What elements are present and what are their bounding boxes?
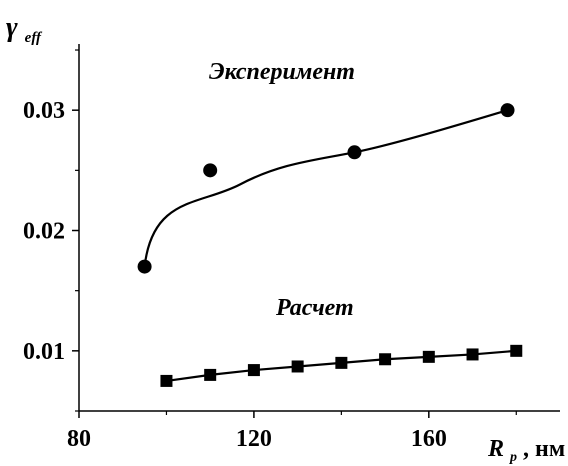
y-axis-label-sub: eff	[25, 30, 43, 46]
experiment-point	[203, 163, 218, 178]
experiment-point	[347, 145, 362, 160]
ticks: 80 120 160 0.01 0.02 0.03	[23, 49, 517, 452]
calculation-point	[422, 350, 435, 363]
x-tick-label: 160	[411, 426, 447, 452]
calculation-point	[247, 364, 260, 377]
x-axis-label-unit: , нм	[523, 436, 565, 462]
y-axis-label-main: γ	[6, 12, 18, 43]
y-tick-label: 0.03	[23, 98, 65, 124]
axes	[78, 44, 560, 412]
x-axis-label-main: R	[487, 436, 504, 462]
series-label-experiment: Эксперимент	[209, 59, 355, 85]
experiment-point	[137, 259, 152, 274]
x-axis-label-sub: p	[509, 450, 517, 465]
x-tick-label: 120	[236, 426, 272, 452]
markers	[137, 103, 523, 387]
y-tick-label: 0.02	[23, 219, 65, 245]
y-tick-label: 0.01	[23, 339, 65, 365]
calculation-point	[335, 356, 348, 369]
calculation-point	[204, 368, 217, 381]
x-axis-label: R p , нм	[487, 436, 565, 466]
calculation-point	[466, 348, 479, 361]
experiment-curve	[143, 109, 508, 267]
calculation-point	[291, 360, 304, 373]
x-tick-label: 80	[67, 426, 91, 452]
calculation-point	[510, 344, 523, 357]
curves	[143, 109, 517, 383]
series-label-calculation: Расчет	[275, 295, 354, 321]
calculation-point	[379, 353, 392, 366]
y-axis-label: γ eff	[6, 12, 43, 46]
calculation-point	[160, 374, 173, 387]
experiment-point	[500, 103, 515, 118]
